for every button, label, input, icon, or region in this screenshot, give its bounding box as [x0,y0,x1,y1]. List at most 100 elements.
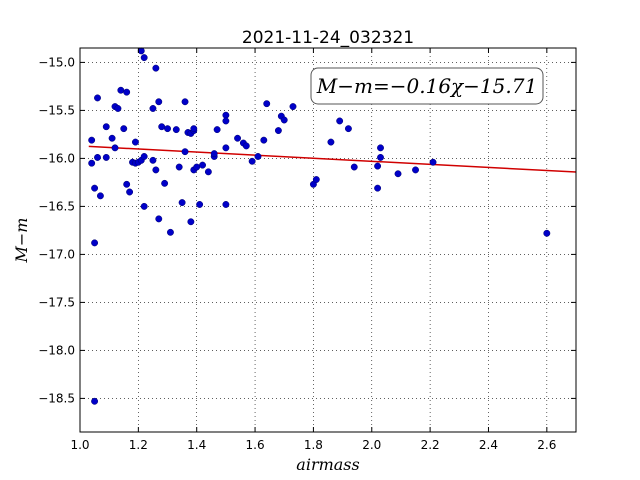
data-point [152,64,160,72]
chart-title: 2021-11-24_032321 [242,28,414,48]
data-point [164,125,171,133]
data-point [280,116,288,124]
data-point [190,125,198,133]
data-point [213,126,221,134]
data-point [543,229,551,237]
data-point [377,144,384,152]
fit-line-group [88,145,577,173]
data-point [263,100,271,108]
data-point [88,136,96,144]
data-point [94,153,101,161]
data-point [172,126,180,134]
data-point [222,117,230,125]
data-point [196,201,204,208]
data-point [94,94,101,102]
data-point [222,201,230,208]
data-point [140,54,148,62]
x-tick-label: 2.6 [537,438,556,452]
data-point [88,159,96,167]
data-point [222,144,230,152]
data-point [108,134,116,142]
equation-annotation: M−m=−0.16χ−15.71 [310,67,544,105]
data-points [88,47,551,405]
data-point [327,138,335,146]
y-tick-label: −15.0 [38,55,75,69]
x-tick-label: 1.0 [70,438,89,452]
data-point [248,157,256,165]
data-point [137,47,145,55]
data-point [123,180,131,188]
data-point [210,150,218,158]
x-axis-label: airmass [296,455,359,474]
data-point [336,117,344,125]
data-point [117,86,125,94]
data-point [254,153,262,160]
data-point [350,163,358,171]
data-point [344,125,352,133]
data-point [181,148,189,156]
plot-frame [79,47,577,433]
y-tick-label: −18.5 [38,391,75,405]
data-point [149,156,157,164]
data-point [222,111,230,119]
y-tick-label: −16.5 [38,199,75,213]
data-point [91,239,99,247]
axis-ticks [79,48,576,432]
x-tick-label: 1.4 [187,438,206,452]
y-tick-label: −16.0 [38,151,75,165]
data-point [91,397,99,405]
data-point [102,123,110,131]
data-point [429,158,437,166]
data-point [199,161,206,169]
data-point [111,144,119,152]
x-tick-label: 2.4 [479,438,498,452]
x-tick-label: 1.6 [246,438,265,452]
data-point [152,166,160,174]
y-tick-label: −17.0 [38,247,75,261]
data-point [260,136,268,144]
data-point [140,202,148,210]
fit-line [88,145,577,173]
equation-text: M−m=−0.16χ−15.71 [316,74,537,98]
data-point [374,162,382,170]
equation-box [310,67,544,105]
x-tick-labels: 1.0 1.2 1.4 1.6 1.8 2.0 2.2 2.4 2.6 [70,438,556,452]
data-point [377,153,384,161]
data-point [140,153,148,160]
data-point [96,192,104,200]
data-point [131,138,139,146]
data-point [155,98,163,106]
data-point [175,163,183,171]
data-point [412,166,419,174]
data-point [234,134,242,142]
data-point [187,218,195,226]
y-tick-label: −15.5 [38,103,75,117]
y-tick-label: −17.5 [38,295,75,309]
data-point [242,142,250,150]
x-tick-label: 1.2 [129,438,148,452]
y-axis-label: M−m [12,218,31,264]
data-point [178,199,186,207]
data-point [166,228,174,236]
data-point [102,153,110,161]
data-point [274,127,282,135]
data-point [312,176,320,183]
data-point [126,188,134,196]
data-point [161,179,169,187]
data-point [155,215,163,223]
data-point [394,170,402,178]
data-point [158,123,166,131]
y-tick-labels: −15.0 −15.5 −16.0 −16.5 −17.0 −17.5 −18.0 −18.5 [38,55,75,405]
data-point [289,103,297,111]
x-tick-label: 1.8 [304,438,323,452]
data-point [123,88,131,96]
data-point [149,105,157,112]
data-point [374,184,382,192]
y-tick-label: −18.0 [38,343,75,357]
x-tick-label: 2.2 [421,438,440,452]
data-point [193,163,201,171]
data-point [114,105,122,112]
data-point [91,184,99,192]
data-point [204,168,212,176]
